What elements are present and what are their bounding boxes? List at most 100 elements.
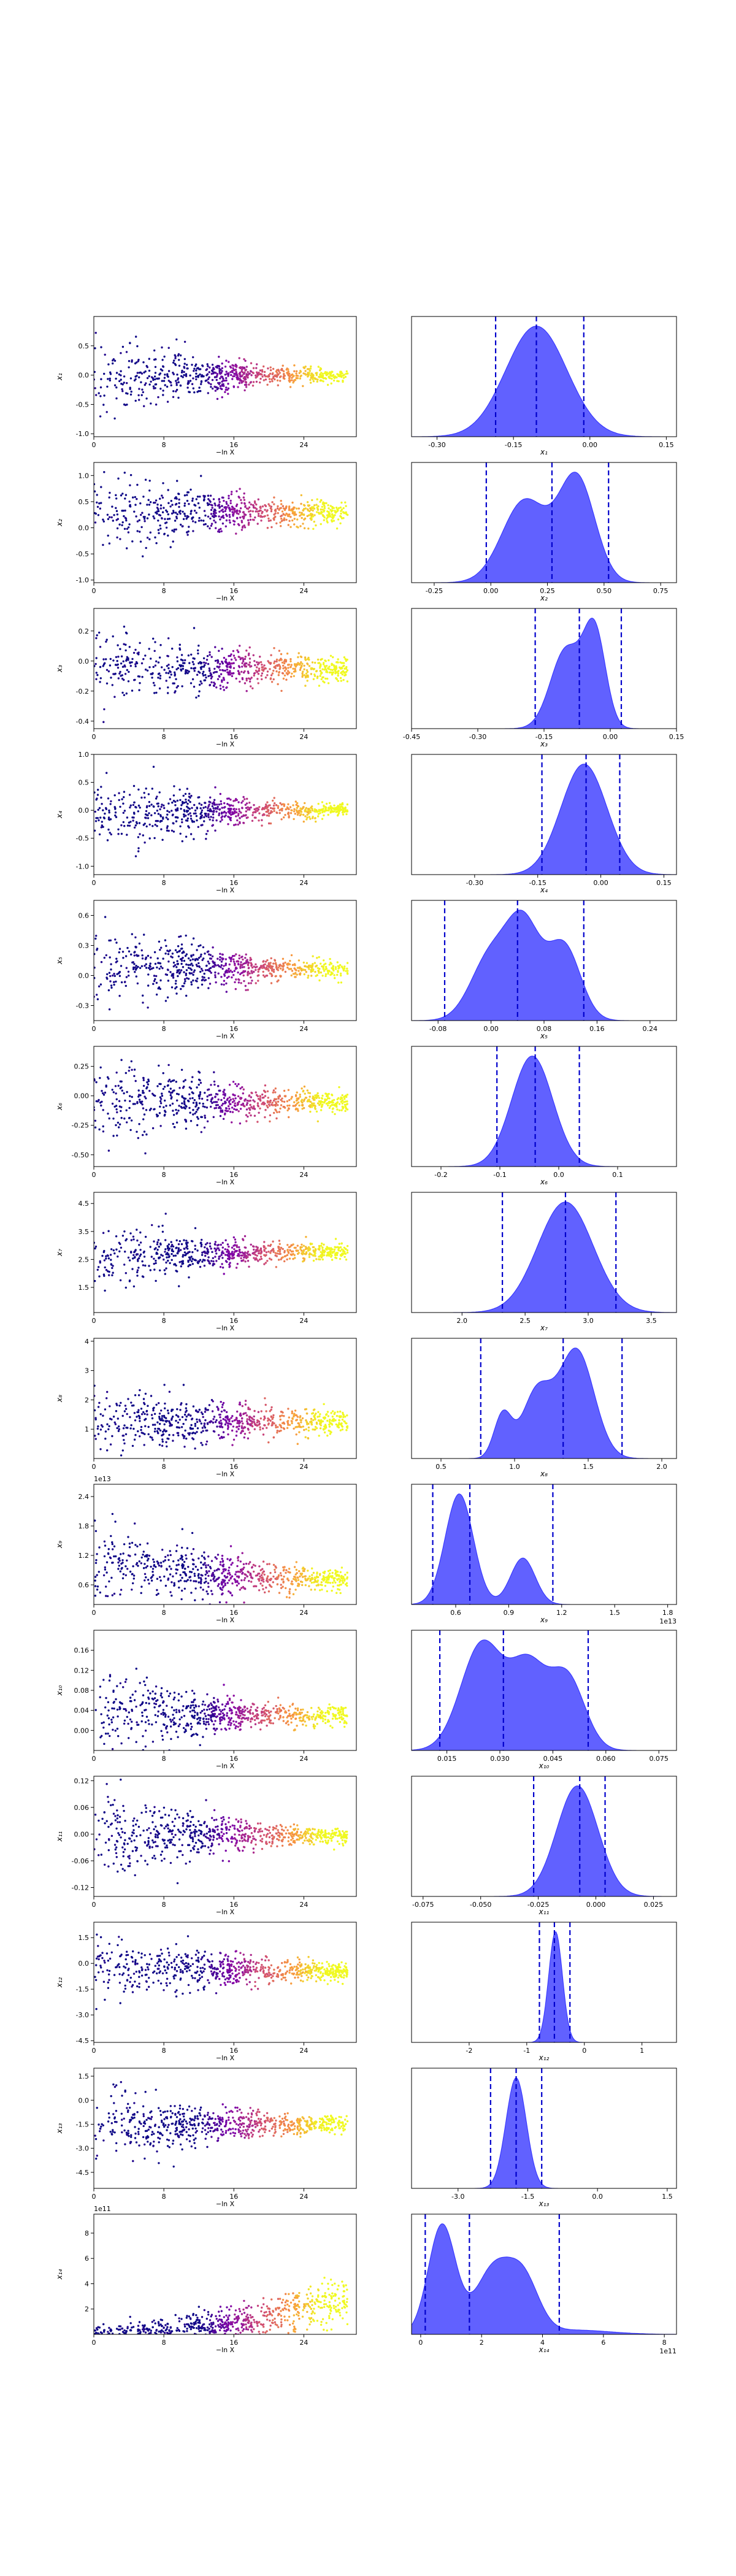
scatter-point <box>184 1079 186 1081</box>
scatter-point <box>180 371 183 374</box>
scatter-point <box>130 953 132 956</box>
scatter-point <box>316 511 318 513</box>
scatter-point <box>181 840 183 843</box>
scatter-point <box>245 679 248 682</box>
scatter-point <box>217 972 220 975</box>
scatter-point <box>245 366 248 368</box>
scatter-point <box>209 810 211 813</box>
scatter-point <box>339 964 342 967</box>
scatter-point <box>204 1114 206 1117</box>
scatter-point <box>182 665 185 667</box>
scatter-point <box>340 501 343 504</box>
scatter-point <box>214 1241 217 1243</box>
scatter-point <box>211 805 214 808</box>
scatter-point <box>234 1102 236 1105</box>
scatter-point <box>175 497 178 500</box>
scatter-point <box>199 1093 201 1095</box>
scatter-point <box>125 984 127 987</box>
scatter-point <box>94 332 97 334</box>
x-tick-label: -0.45 <box>403 733 420 741</box>
scatter-point <box>100 378 102 380</box>
scatter-point <box>300 502 302 505</box>
scatter-point <box>182 1080 185 1083</box>
scatter-point <box>231 662 234 665</box>
scatter-point <box>223 815 226 818</box>
scatter-point <box>186 494 188 496</box>
scatter-point <box>239 516 242 519</box>
scatter-point <box>172 1122 174 1125</box>
scatter-point <box>303 1258 306 1260</box>
scatter-point <box>148 504 151 506</box>
scatter-point <box>202 1102 204 1105</box>
scatter-point <box>319 500 321 503</box>
scatter-point <box>329 669 332 671</box>
scatter-point <box>346 1094 349 1096</box>
scatter-point <box>238 357 240 359</box>
scatter-point <box>257 515 260 517</box>
scatter-point <box>186 491 189 494</box>
scatter-point <box>244 359 247 362</box>
scatter-point <box>120 1117 123 1119</box>
scatter-point <box>228 1105 230 1108</box>
scatter-point <box>274 1108 277 1111</box>
scatter-point <box>113 514 115 516</box>
scatter-point <box>203 510 206 512</box>
scatter-point <box>146 805 148 808</box>
scatter-point <box>132 1285 136 1288</box>
scatter-point <box>214 389 217 392</box>
scatter-point <box>253 803 255 807</box>
scatter-point <box>214 974 217 976</box>
y-tick-label: -0.3 <box>76 1002 89 1010</box>
scatter-point <box>102 404 105 406</box>
x-tick-label: -0.30 <box>466 879 483 887</box>
scatter-point <box>248 661 251 664</box>
scatter-point <box>250 962 252 964</box>
scatter-point <box>172 1110 174 1112</box>
scatter-point <box>273 797 275 799</box>
scatter-point <box>110 1259 112 1261</box>
scatter-point <box>232 805 234 807</box>
y-tick-label: 0.0 <box>79 807 90 815</box>
scatter-point <box>185 934 187 937</box>
scatter-point <box>295 1107 297 1110</box>
scatter-point <box>180 804 183 807</box>
scatter-point <box>209 1245 212 1248</box>
scatter-point <box>157 661 160 664</box>
scatter-point <box>111 1102 114 1105</box>
scatter-point <box>306 501 309 504</box>
scatter-point <box>172 794 175 797</box>
scatter-point <box>207 807 209 810</box>
scatter-point <box>173 1089 175 1092</box>
scatter-point <box>232 650 235 653</box>
scatter-point <box>145 825 148 828</box>
scatter-point <box>137 965 139 968</box>
scatter-point <box>289 526 292 528</box>
scatter-point <box>201 983 204 986</box>
scatter-point <box>95 935 98 937</box>
scatter-point <box>242 517 245 519</box>
scatter-point <box>209 808 212 810</box>
scatter-point <box>264 1116 266 1119</box>
scatter-point <box>112 1271 114 1274</box>
scatter-point <box>181 952 183 954</box>
scatter-point <box>279 1107 282 1110</box>
scatter-point <box>175 668 178 670</box>
scatter-point <box>269 1120 271 1123</box>
scatter-point <box>229 960 232 962</box>
scatter-point <box>212 387 214 390</box>
scatter-point <box>243 1105 246 1108</box>
scatter-point <box>271 1102 274 1104</box>
scatter-point <box>346 658 348 661</box>
scatter-point <box>110 1263 112 1265</box>
scatter-point <box>216 397 219 401</box>
scatter-point <box>158 513 161 516</box>
scatter-point <box>178 788 181 791</box>
scatter-point <box>319 367 322 369</box>
scatter-point <box>171 953 174 955</box>
scatter-point <box>117 828 120 831</box>
scatter-point <box>283 519 286 521</box>
scatter-point <box>269 366 272 369</box>
scatter-point <box>155 981 158 984</box>
scatter-point <box>108 939 110 942</box>
scatter-point <box>257 373 259 376</box>
